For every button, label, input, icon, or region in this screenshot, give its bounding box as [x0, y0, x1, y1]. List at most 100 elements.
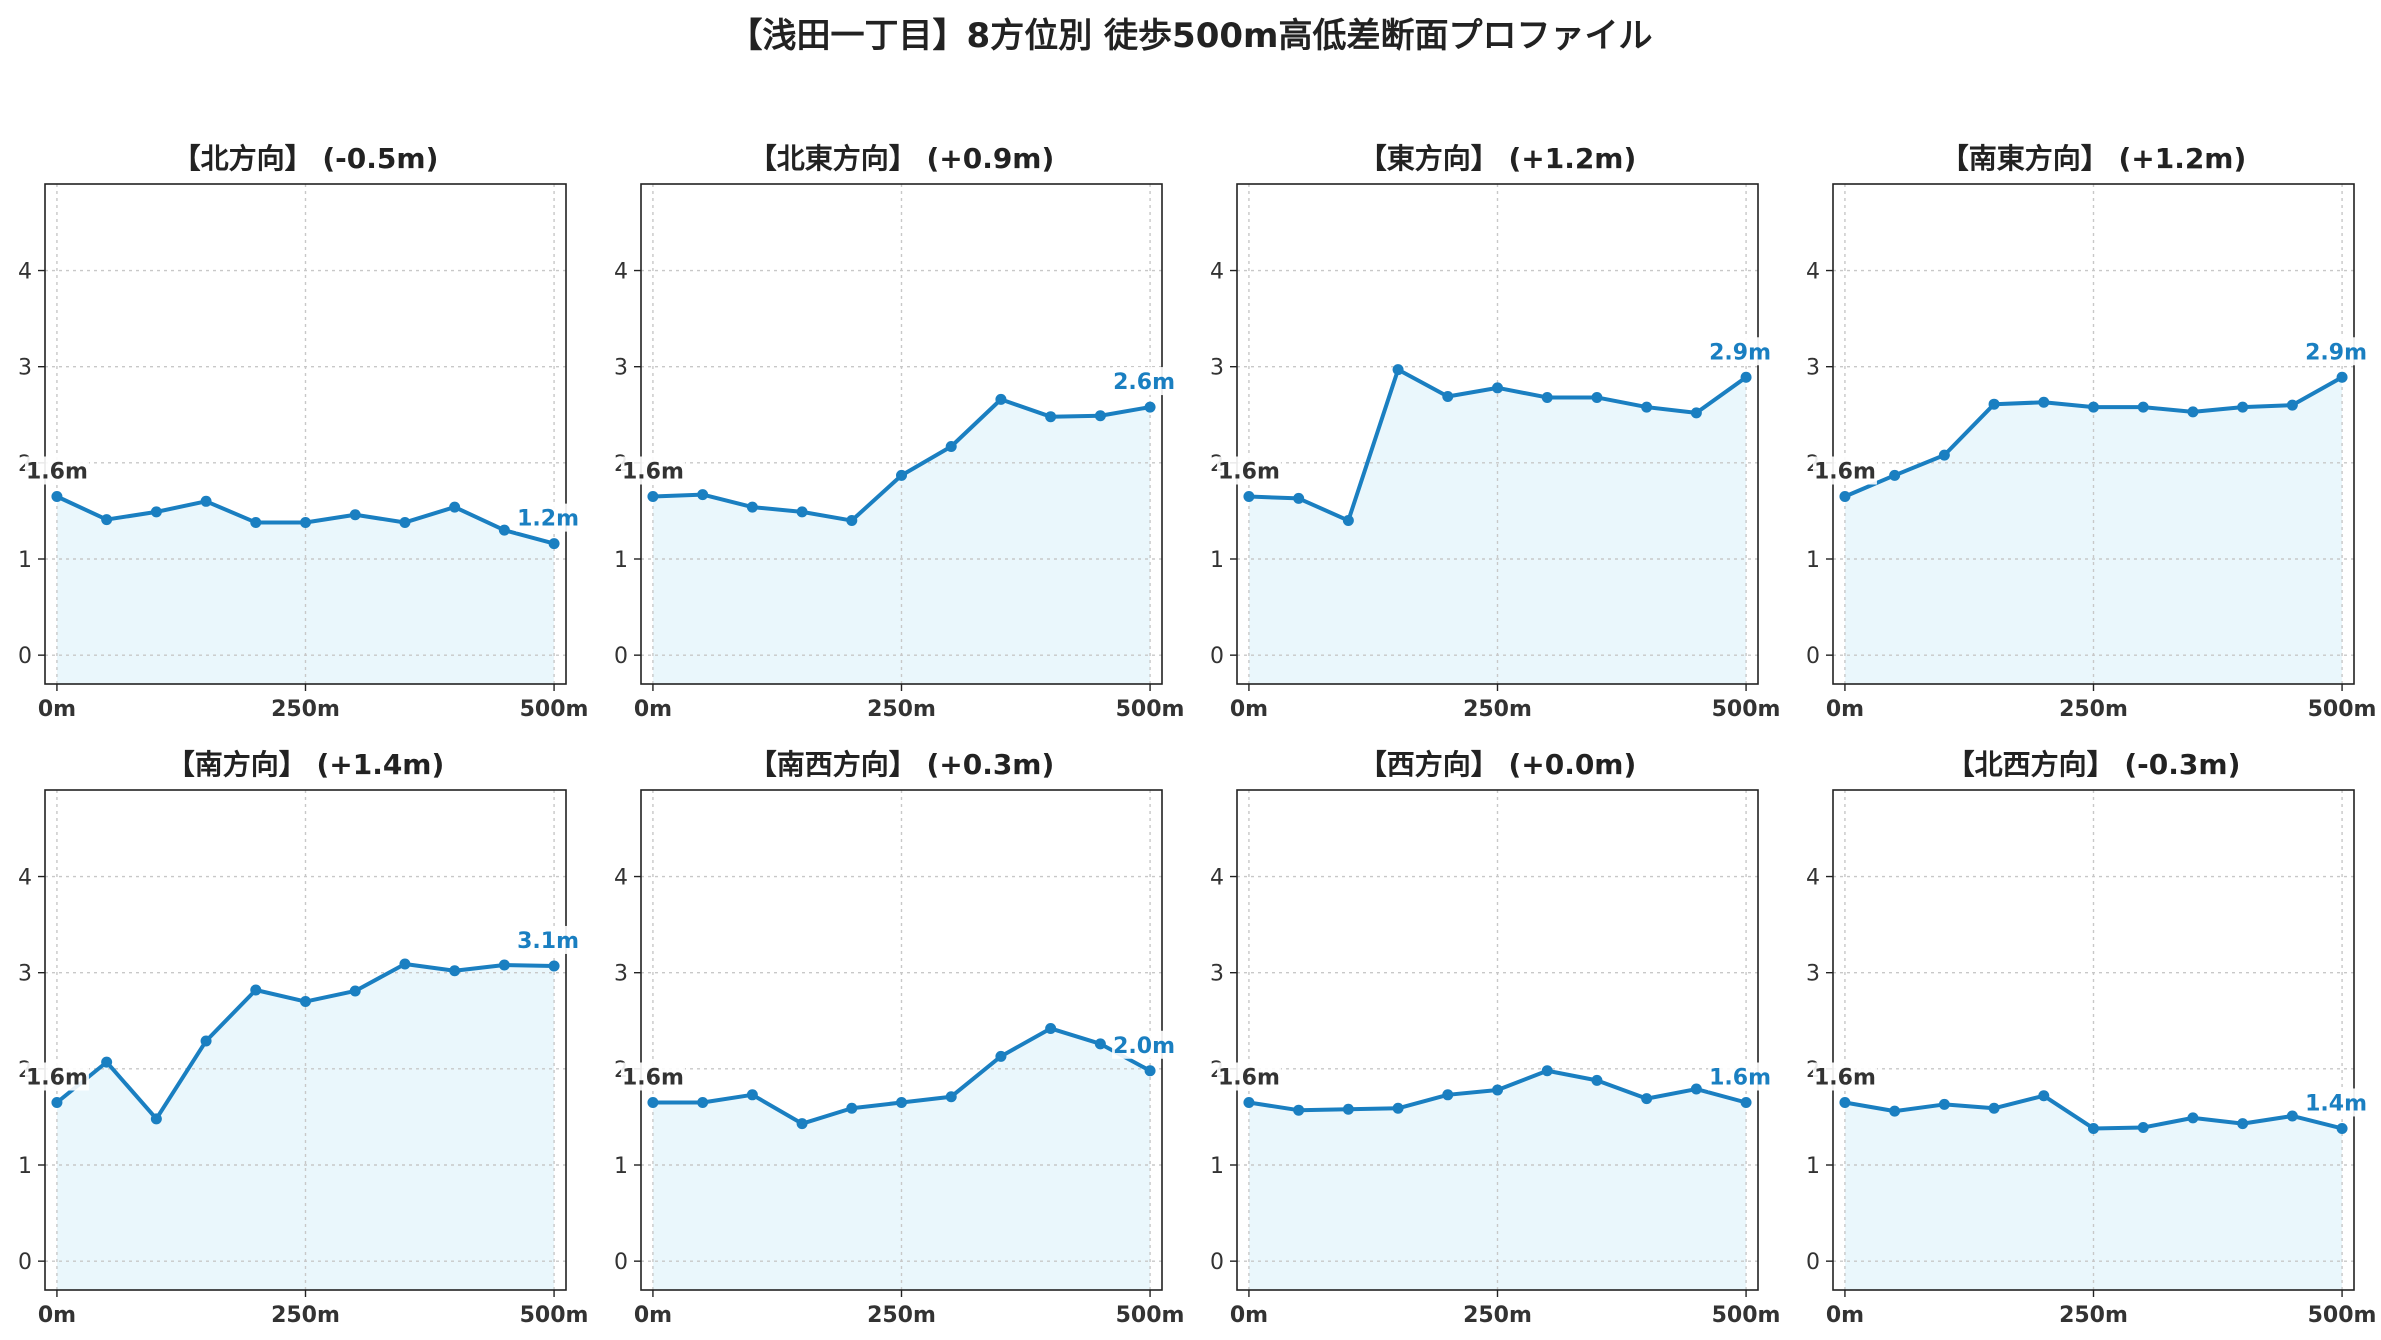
- start-label-bg: [1216, 456, 1281, 485]
- subplot-title: 【南東方向】 (+1.2m): [1941, 142, 2247, 175]
- y-tick-label: 4: [1210, 260, 1224, 285]
- x-tick-label: 0m: [634, 1303, 672, 1328]
- y-tick-label: 3: [1210, 962, 1224, 987]
- end-label: 2.6m: [1113, 370, 1175, 395]
- data-point: [498, 959, 510, 971]
- y-tick-label: 4: [1806, 866, 1820, 891]
- end-label: 1.6m: [1709, 1066, 1771, 1091]
- end-label-bg: [1708, 1062, 1773, 1091]
- data-point: [449, 965, 461, 977]
- data-point: [1988, 1102, 2000, 1114]
- x-tick-label: 250m: [1463, 1303, 1532, 1328]
- data-point: [1591, 391, 1603, 403]
- data-point: [846, 515, 858, 527]
- data-point: [995, 393, 1007, 405]
- data-point: [2187, 1112, 2199, 1124]
- subplot-title: 【西方向】 (+0.0m): [1359, 748, 1637, 781]
- data-point: [746, 1089, 758, 1101]
- data-point: [1392, 364, 1404, 376]
- x-tick-label: 0m: [38, 697, 76, 722]
- y-tick-label: 1: [1210, 548, 1224, 573]
- x-tick-label: 500m: [1116, 697, 1185, 722]
- start-label: 1.6m: [1814, 460, 1876, 485]
- elevation-area: [652, 1028, 1151, 1290]
- data-point: [399, 516, 411, 528]
- end-label-bg: [516, 925, 581, 954]
- y-tick-label: 0: [614, 1250, 628, 1275]
- end-label-bg: [2304, 337, 2369, 366]
- end-label: 3.1m: [517, 929, 579, 954]
- subplot-4: 【南東方向】 (+1.2m)012340m250m500m1.6m2.9m: [1806, 142, 2376, 722]
- end-label-bg: [1112, 367, 1177, 396]
- end-label: 2.9m: [2305, 340, 2367, 365]
- data-point: [2336, 371, 2348, 383]
- y-tick-label: 1: [1806, 1154, 1820, 1179]
- data-point: [1442, 1089, 1454, 1101]
- y-tick-label: 3: [614, 356, 628, 381]
- y-tick-label: 4: [614, 260, 628, 285]
- data-point: [2038, 396, 2050, 408]
- y-tick-label: 0: [1806, 644, 1820, 669]
- y-tick-label: 4: [614, 866, 628, 891]
- data-point: [1094, 410, 1106, 422]
- start-label: 1.6m: [26, 1066, 88, 1091]
- data-point: [1641, 401, 1653, 413]
- data-point: [1541, 1065, 1553, 1077]
- data-point: [1889, 1105, 1901, 1117]
- x-tick-label: 500m: [1116, 1303, 1185, 1328]
- data-point: [1094, 1038, 1106, 1050]
- data-point: [697, 1097, 709, 1108]
- subplot-title: 【南西方向】 (+0.3m): [749, 748, 1055, 781]
- data-point: [1541, 391, 1553, 403]
- data-point: [1392, 1102, 1404, 1114]
- data-point: [2237, 401, 2249, 413]
- x-tick-label: 500m: [2308, 1303, 2377, 1328]
- data-point: [796, 506, 808, 518]
- data-point: [1690, 1083, 1702, 1095]
- data-point: [2336, 1122, 2348, 1134]
- data-point: [1938, 1098, 1950, 1110]
- data-point: [647, 491, 659, 502]
- data-point: [1889, 469, 1901, 481]
- y-tick-label: 0: [1210, 1250, 1224, 1275]
- data-point: [1144, 1065, 1156, 1077]
- subplot-6: 【南西方向】 (+0.3m)012340m250m500m1.6m2.0m: [614, 748, 1184, 1328]
- y-tick-label: 3: [1806, 356, 1820, 381]
- data-point: [1243, 1097, 1255, 1108]
- data-point: [1740, 371, 1752, 383]
- end-label-bg: [516, 503, 581, 532]
- x-tick-label: 0m: [1826, 697, 1864, 722]
- data-point: [1591, 1074, 1603, 1086]
- data-point: [101, 1056, 113, 1068]
- data-point: [349, 509, 361, 521]
- end-label: 2.9m: [1709, 340, 1771, 365]
- subplot-1: 【北方向】 (-0.5m)012340m250m500m1.6m1.2m: [18, 142, 588, 722]
- start-label-bg: [620, 1062, 685, 1091]
- data-point: [2038, 1090, 2050, 1102]
- subplot-5: 【南方向】 (+1.4m)012340m250m500m1.6m3.1m: [18, 748, 588, 1328]
- start-label-bg: [24, 1062, 89, 1091]
- y-tick-label: 3: [1210, 356, 1224, 381]
- y-tick-label: 3: [1806, 962, 1820, 987]
- x-tick-label: 250m: [271, 697, 340, 722]
- data-point: [1839, 1097, 1851, 1108]
- subplot-title: 【東方向】 (+1.2m): [1359, 142, 1637, 175]
- data-point: [1988, 398, 2000, 410]
- x-tick-label: 500m: [1712, 697, 1781, 722]
- x-tick-label: 250m: [2059, 1303, 2128, 1328]
- data-point: [2088, 401, 2099, 413]
- end-label-bg: [2304, 1088, 2369, 1117]
- data-point: [1839, 491, 1851, 502]
- end-label: 2.0m: [1113, 1034, 1175, 1059]
- data-point: [1293, 1104, 1305, 1116]
- start-label: 1.6m: [26, 460, 88, 485]
- x-tick-label: 250m: [867, 1303, 936, 1328]
- data-point: [548, 538, 560, 550]
- y-tick-label: 3: [614, 962, 628, 987]
- y-tick-label: 0: [18, 1250, 32, 1275]
- start-label: 1.6m: [622, 460, 684, 485]
- data-point: [150, 1113, 162, 1125]
- elevation-area: [1844, 1095, 2343, 1290]
- x-tick-label: 0m: [634, 697, 672, 722]
